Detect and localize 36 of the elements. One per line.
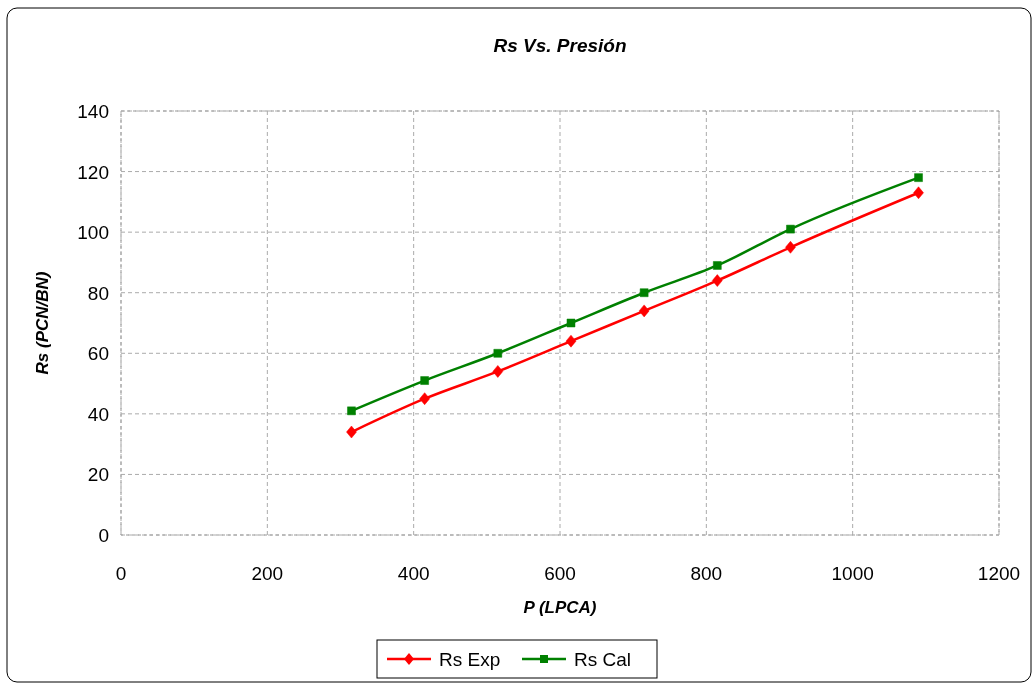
- point: [419, 392, 430, 405]
- point: [566, 318, 576, 328]
- x-tick-label: 0: [115, 563, 127, 584]
- y-axis-title: Rs (PCN/BN): [33, 271, 52, 375]
- x-tick-label: 1000: [831, 563, 874, 584]
- x-tick-label: 1200: [977, 563, 1021, 584]
- point: [785, 241, 796, 254]
- x-tick-label: 600: [544, 563, 576, 584]
- point: [713, 261, 722, 270]
- x-tick-label: 200: [251, 563, 284, 584]
- y-tick-label: 0: [98, 525, 109, 546]
- point: [420, 376, 429, 385]
- y-tick-label: 120: [77, 161, 109, 183]
- y-tick-label: 40: [87, 403, 109, 425]
- y-tick-label: 100: [77, 222, 109, 244]
- legend-label: Rs Exp: [439, 649, 501, 670]
- x-axis-title: P (LPCA): [523, 598, 597, 617]
- y-tick-label: 20: [87, 464, 109, 486]
- y-tick-label: 80: [87, 282, 109, 304]
- y-tick-label: 140: [77, 101, 109, 122]
- point: [346, 425, 357, 439]
- point: [493, 349, 503, 358]
- point: [913, 186, 924, 200]
- point: [786, 224, 795, 234]
- legend-label: Rs Cal: [574, 649, 632, 670]
- y-tick-label: 60: [87, 343, 109, 365]
- point: [492, 365, 504, 378]
- point: [565, 334, 577, 348]
- x-tick-label: 800: [690, 563, 723, 584]
- point: [639, 288, 649, 297]
- point: [638, 304, 650, 318]
- point: [712, 274, 723, 287]
- point: [914, 173, 923, 182]
- point: [347, 406, 356, 416]
- x-tick-label: 400: [397, 563, 430, 584]
- chart-title: Rs Vs. Presión: [493, 35, 627, 56]
